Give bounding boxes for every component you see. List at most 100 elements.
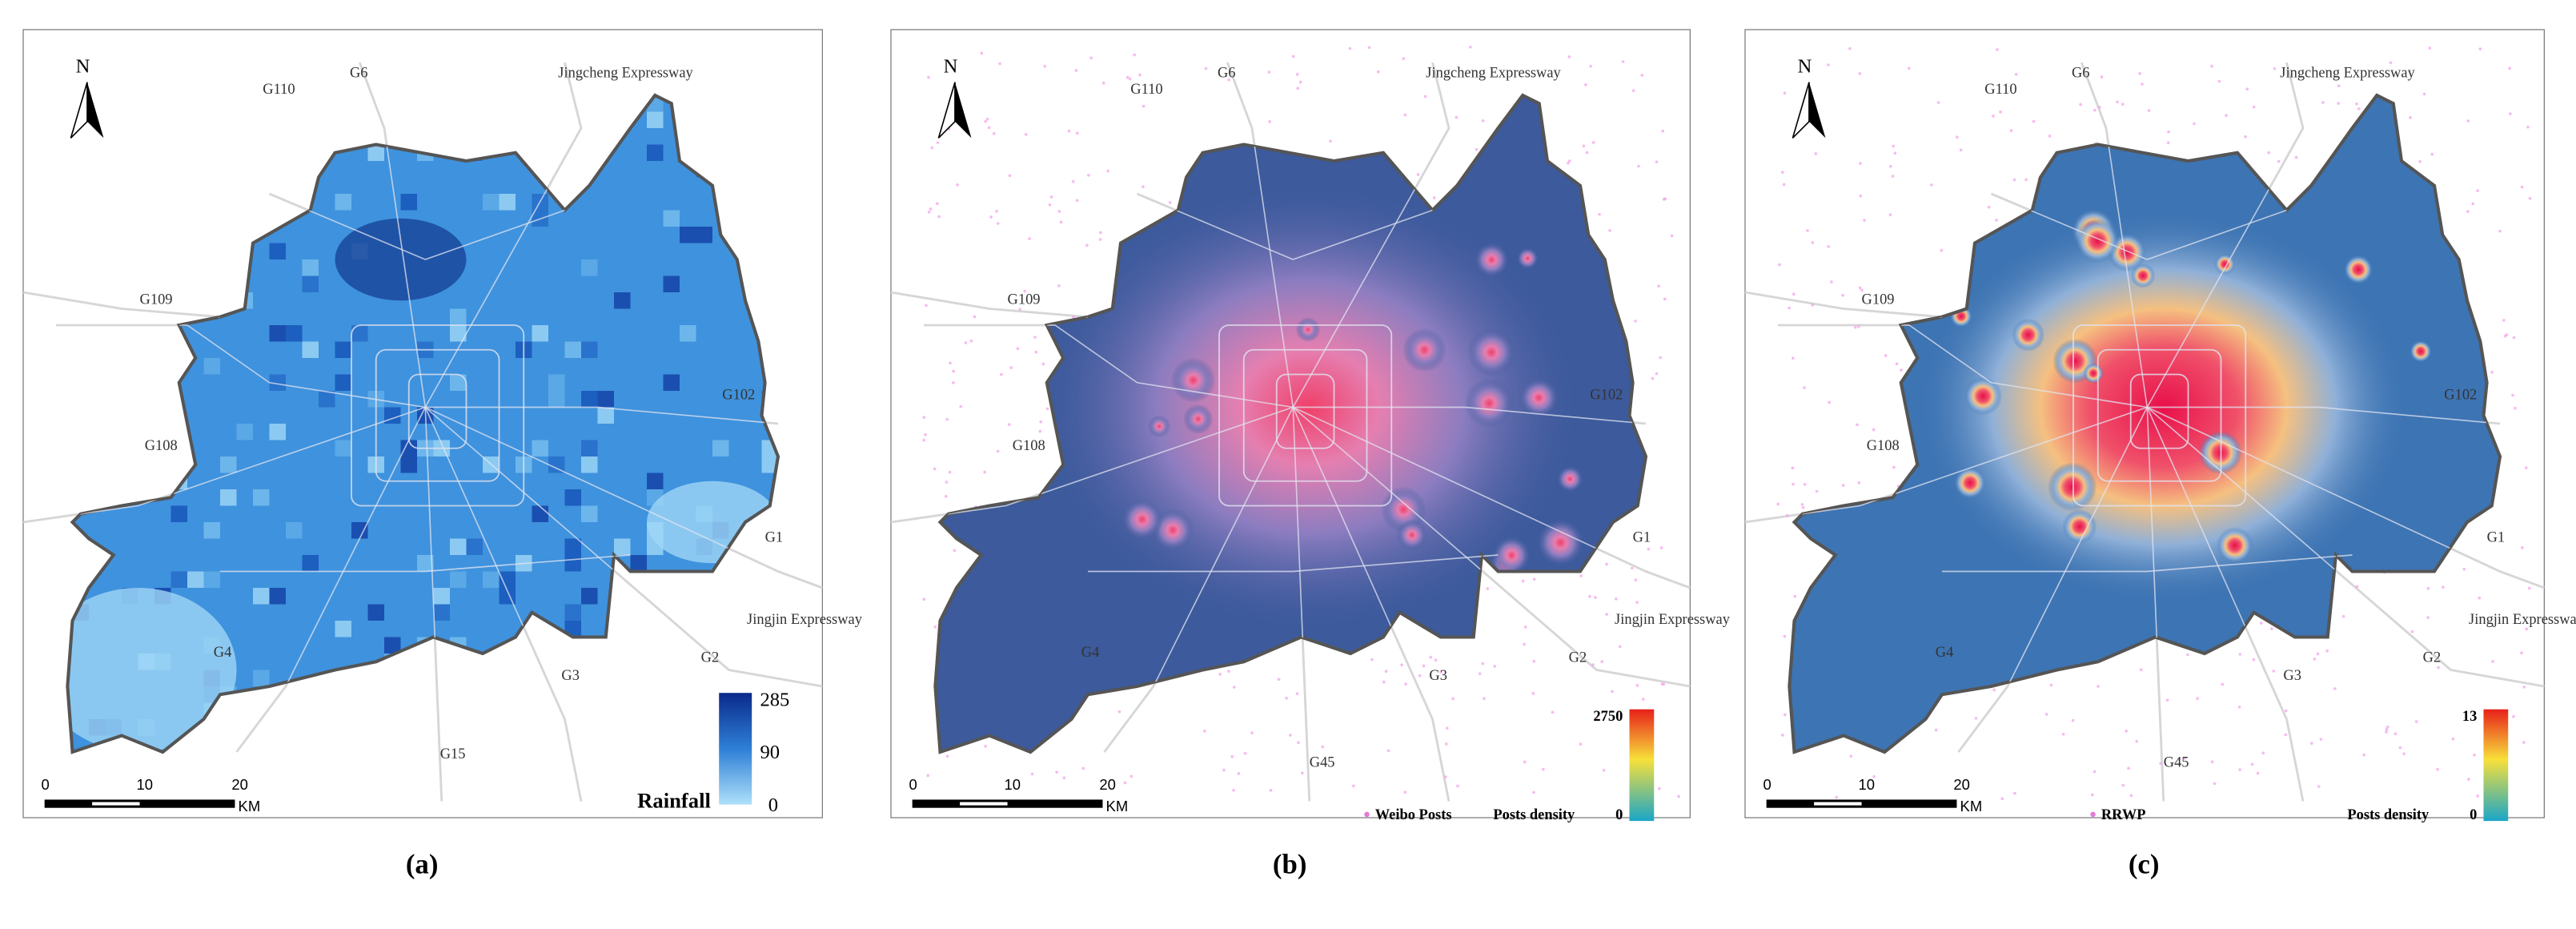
post-dot xyxy=(2508,66,2512,70)
post-dot xyxy=(1455,115,1459,119)
post-dot xyxy=(1024,133,1028,136)
post-dot xyxy=(1929,183,1933,187)
post-dot xyxy=(2294,155,2298,159)
post-dot xyxy=(935,202,939,205)
post-dot xyxy=(1268,120,1271,123)
post-dot xyxy=(1434,658,1438,662)
post-dot xyxy=(1418,674,1422,678)
post-dot xyxy=(1567,55,1571,58)
legend-colorbar xyxy=(2483,709,2509,822)
rain-cell xyxy=(663,210,680,227)
post-dot xyxy=(1232,788,1235,792)
post-dot xyxy=(2442,585,2445,589)
post-dot xyxy=(1827,245,1830,248)
post-dot xyxy=(1582,144,1586,148)
post-dot xyxy=(2520,185,2524,189)
post-dot xyxy=(1608,229,1611,232)
post-dot xyxy=(2462,567,2466,571)
rain-cell xyxy=(581,259,598,276)
road-label: Jingcheng Expressway xyxy=(2280,64,2415,80)
rain-cell xyxy=(171,505,187,522)
legend-points-label: RRWP xyxy=(2101,806,2146,822)
post-dot xyxy=(2193,122,2196,126)
city-outline xyxy=(1788,93,2502,754)
density-spot xyxy=(1474,242,1510,278)
post-dot xyxy=(1475,147,1479,151)
post-dot xyxy=(1404,682,1407,686)
post-dot xyxy=(2418,159,2422,163)
rain-cell xyxy=(400,194,417,211)
scale-unit: KM xyxy=(1960,798,1983,814)
post-dot xyxy=(2333,687,2337,690)
post-dot xyxy=(1285,696,1288,700)
post-dot xyxy=(1128,77,1132,81)
post-dot xyxy=(2466,210,2470,213)
post-dot xyxy=(1856,423,1859,427)
density-spot xyxy=(2047,462,2097,512)
rain-cell xyxy=(614,538,631,555)
post-dot xyxy=(1493,665,1497,668)
post-dot xyxy=(2138,71,2141,75)
post-dot xyxy=(1117,710,1121,714)
panel-caption: (c) xyxy=(2129,849,2160,880)
post-dot xyxy=(985,117,989,121)
post-dot xyxy=(2121,783,2125,787)
post-dot xyxy=(2071,718,2075,722)
post-dot xyxy=(924,432,927,436)
rain-cell xyxy=(302,555,319,572)
post-dot xyxy=(927,75,930,79)
post-dot xyxy=(2014,73,2018,76)
post-dot xyxy=(2503,334,2507,338)
post-dot xyxy=(1351,784,1355,788)
city-road xyxy=(935,406,1294,523)
rain-cell xyxy=(450,374,467,391)
legend-point-symbol xyxy=(2090,811,2096,818)
road-label: G3 xyxy=(1429,667,1447,683)
post-dot xyxy=(1384,670,1388,674)
post-dot xyxy=(1081,766,1085,770)
post-dot xyxy=(995,209,998,213)
post-dot xyxy=(2217,79,2221,83)
post-dot xyxy=(2097,685,2100,688)
post-dot xyxy=(2183,757,2186,760)
post-dot xyxy=(1523,625,1527,629)
post-dot xyxy=(945,417,949,421)
road-label: G2 xyxy=(701,649,720,665)
rain-cell xyxy=(761,456,778,473)
post-dot xyxy=(1634,578,1638,582)
post-dot xyxy=(926,774,930,778)
density-spot xyxy=(1556,465,1584,493)
legend-min: 0 xyxy=(2470,806,2477,822)
road-label: Jingjin Expressway xyxy=(1615,611,1731,627)
post-dot xyxy=(1655,160,1659,164)
road-label: G1 xyxy=(765,529,784,545)
city-road xyxy=(1789,406,2148,523)
post-dot xyxy=(987,126,991,130)
post-dot xyxy=(1291,54,1295,58)
city-outline xyxy=(933,93,1648,754)
post-dot xyxy=(1663,197,1667,201)
post-dot xyxy=(1133,53,1136,57)
post-dot xyxy=(1057,209,1061,213)
post-dot xyxy=(1974,717,1978,720)
rain-cell xyxy=(220,456,237,473)
post-dot xyxy=(1872,428,1876,432)
post-dot xyxy=(1995,219,1998,222)
post-dot xyxy=(1611,690,1614,694)
post-dot xyxy=(1999,110,2002,114)
rain-cell xyxy=(302,259,319,276)
road-label: G109 xyxy=(1862,291,1895,307)
post-dot xyxy=(2032,119,2036,123)
post-dot xyxy=(2502,319,2506,322)
post-dot xyxy=(1618,645,1622,649)
post-dot xyxy=(989,215,993,219)
post-dot xyxy=(2498,229,2502,233)
post-dot xyxy=(1532,790,1535,794)
post-dot xyxy=(2476,189,2479,192)
post-dot xyxy=(929,207,933,211)
rain-cell xyxy=(532,440,548,456)
post-dot xyxy=(1893,151,1897,155)
post-dot xyxy=(922,416,926,419)
road-label: G4 xyxy=(214,644,232,660)
